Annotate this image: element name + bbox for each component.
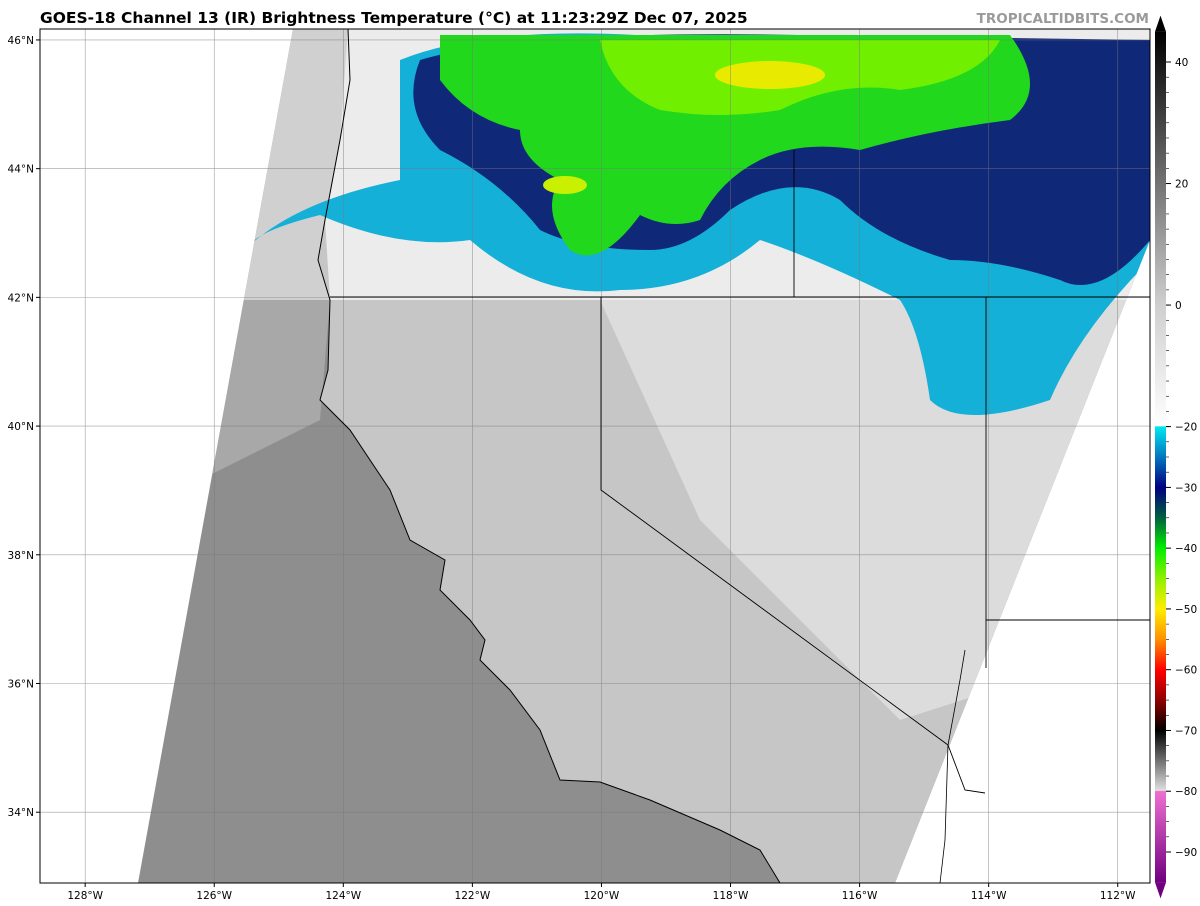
map-title: GOES-18 Channel 13 (IR) Brightness Tempe…	[40, 9, 748, 27]
colorbar-tick-label: −60	[1175, 665, 1197, 677]
colorbar-tick-label: −90	[1175, 847, 1197, 859]
colorbar-tick-label: 20	[1175, 179, 1188, 191]
colorbar-tick-label: 40	[1175, 57, 1188, 69]
cloud-green	[440, 35, 1030, 256]
colorbar-tick-label: −30	[1175, 482, 1197, 494]
lat-tick-label: 34°N	[8, 807, 34, 819]
colorbar-extend-min	[1155, 882, 1166, 899]
watermark: TROPICALTIDBITS.COM	[976, 11, 1149, 27]
colorbar-extend-max	[1155, 15, 1166, 32]
colorbar: 40 20 0 −20 −30 −40 −50 −60 −70 −80 −90	[1155, 15, 1197, 899]
coastline-gulf	[939, 649, 966, 883]
coastline	[317, 29, 781, 883]
lon-tick-label: 118°W	[713, 890, 749, 902]
colorbar-tick-label: −80	[1175, 786, 1197, 798]
lon-tick-label: 124°W	[325, 890, 361, 902]
colorbar-tick-label: −70	[1175, 725, 1197, 737]
lon-tick-label: 116°W	[842, 890, 878, 902]
lat-tick-label: 42°N	[8, 292, 34, 304]
colorbar-tick-label: −50	[1175, 604, 1197, 616]
colorbar-bar	[1155, 31, 1166, 883]
lat-tick-label: 44°N	[8, 164, 34, 176]
colorbar-tick-label: 0	[1175, 300, 1182, 312]
lat-tick-label: 38°N	[8, 550, 34, 562]
lon-tick-label: 126°W	[196, 890, 232, 902]
lon-tick-label: 120°W	[584, 890, 620, 902]
lon-tick-label: 112°W	[1100, 890, 1136, 902]
map-frame	[39, 28, 1151, 884]
state-borders	[330, 150, 1150, 794]
colorbar-tick-label: −40	[1175, 543, 1197, 555]
lon-tick-label: 114°W	[971, 890, 1007, 902]
lon-tick-label: 128°W	[67, 890, 103, 902]
lat-tick-label: 36°N	[8, 678, 34, 690]
lat-tick-label: 40°N	[8, 421, 34, 433]
colorbar-tick-label: −20	[1175, 422, 1197, 434]
lat-tick-label: 46°N	[8, 35, 34, 47]
lon-tick-label: 122°W	[455, 890, 491, 902]
